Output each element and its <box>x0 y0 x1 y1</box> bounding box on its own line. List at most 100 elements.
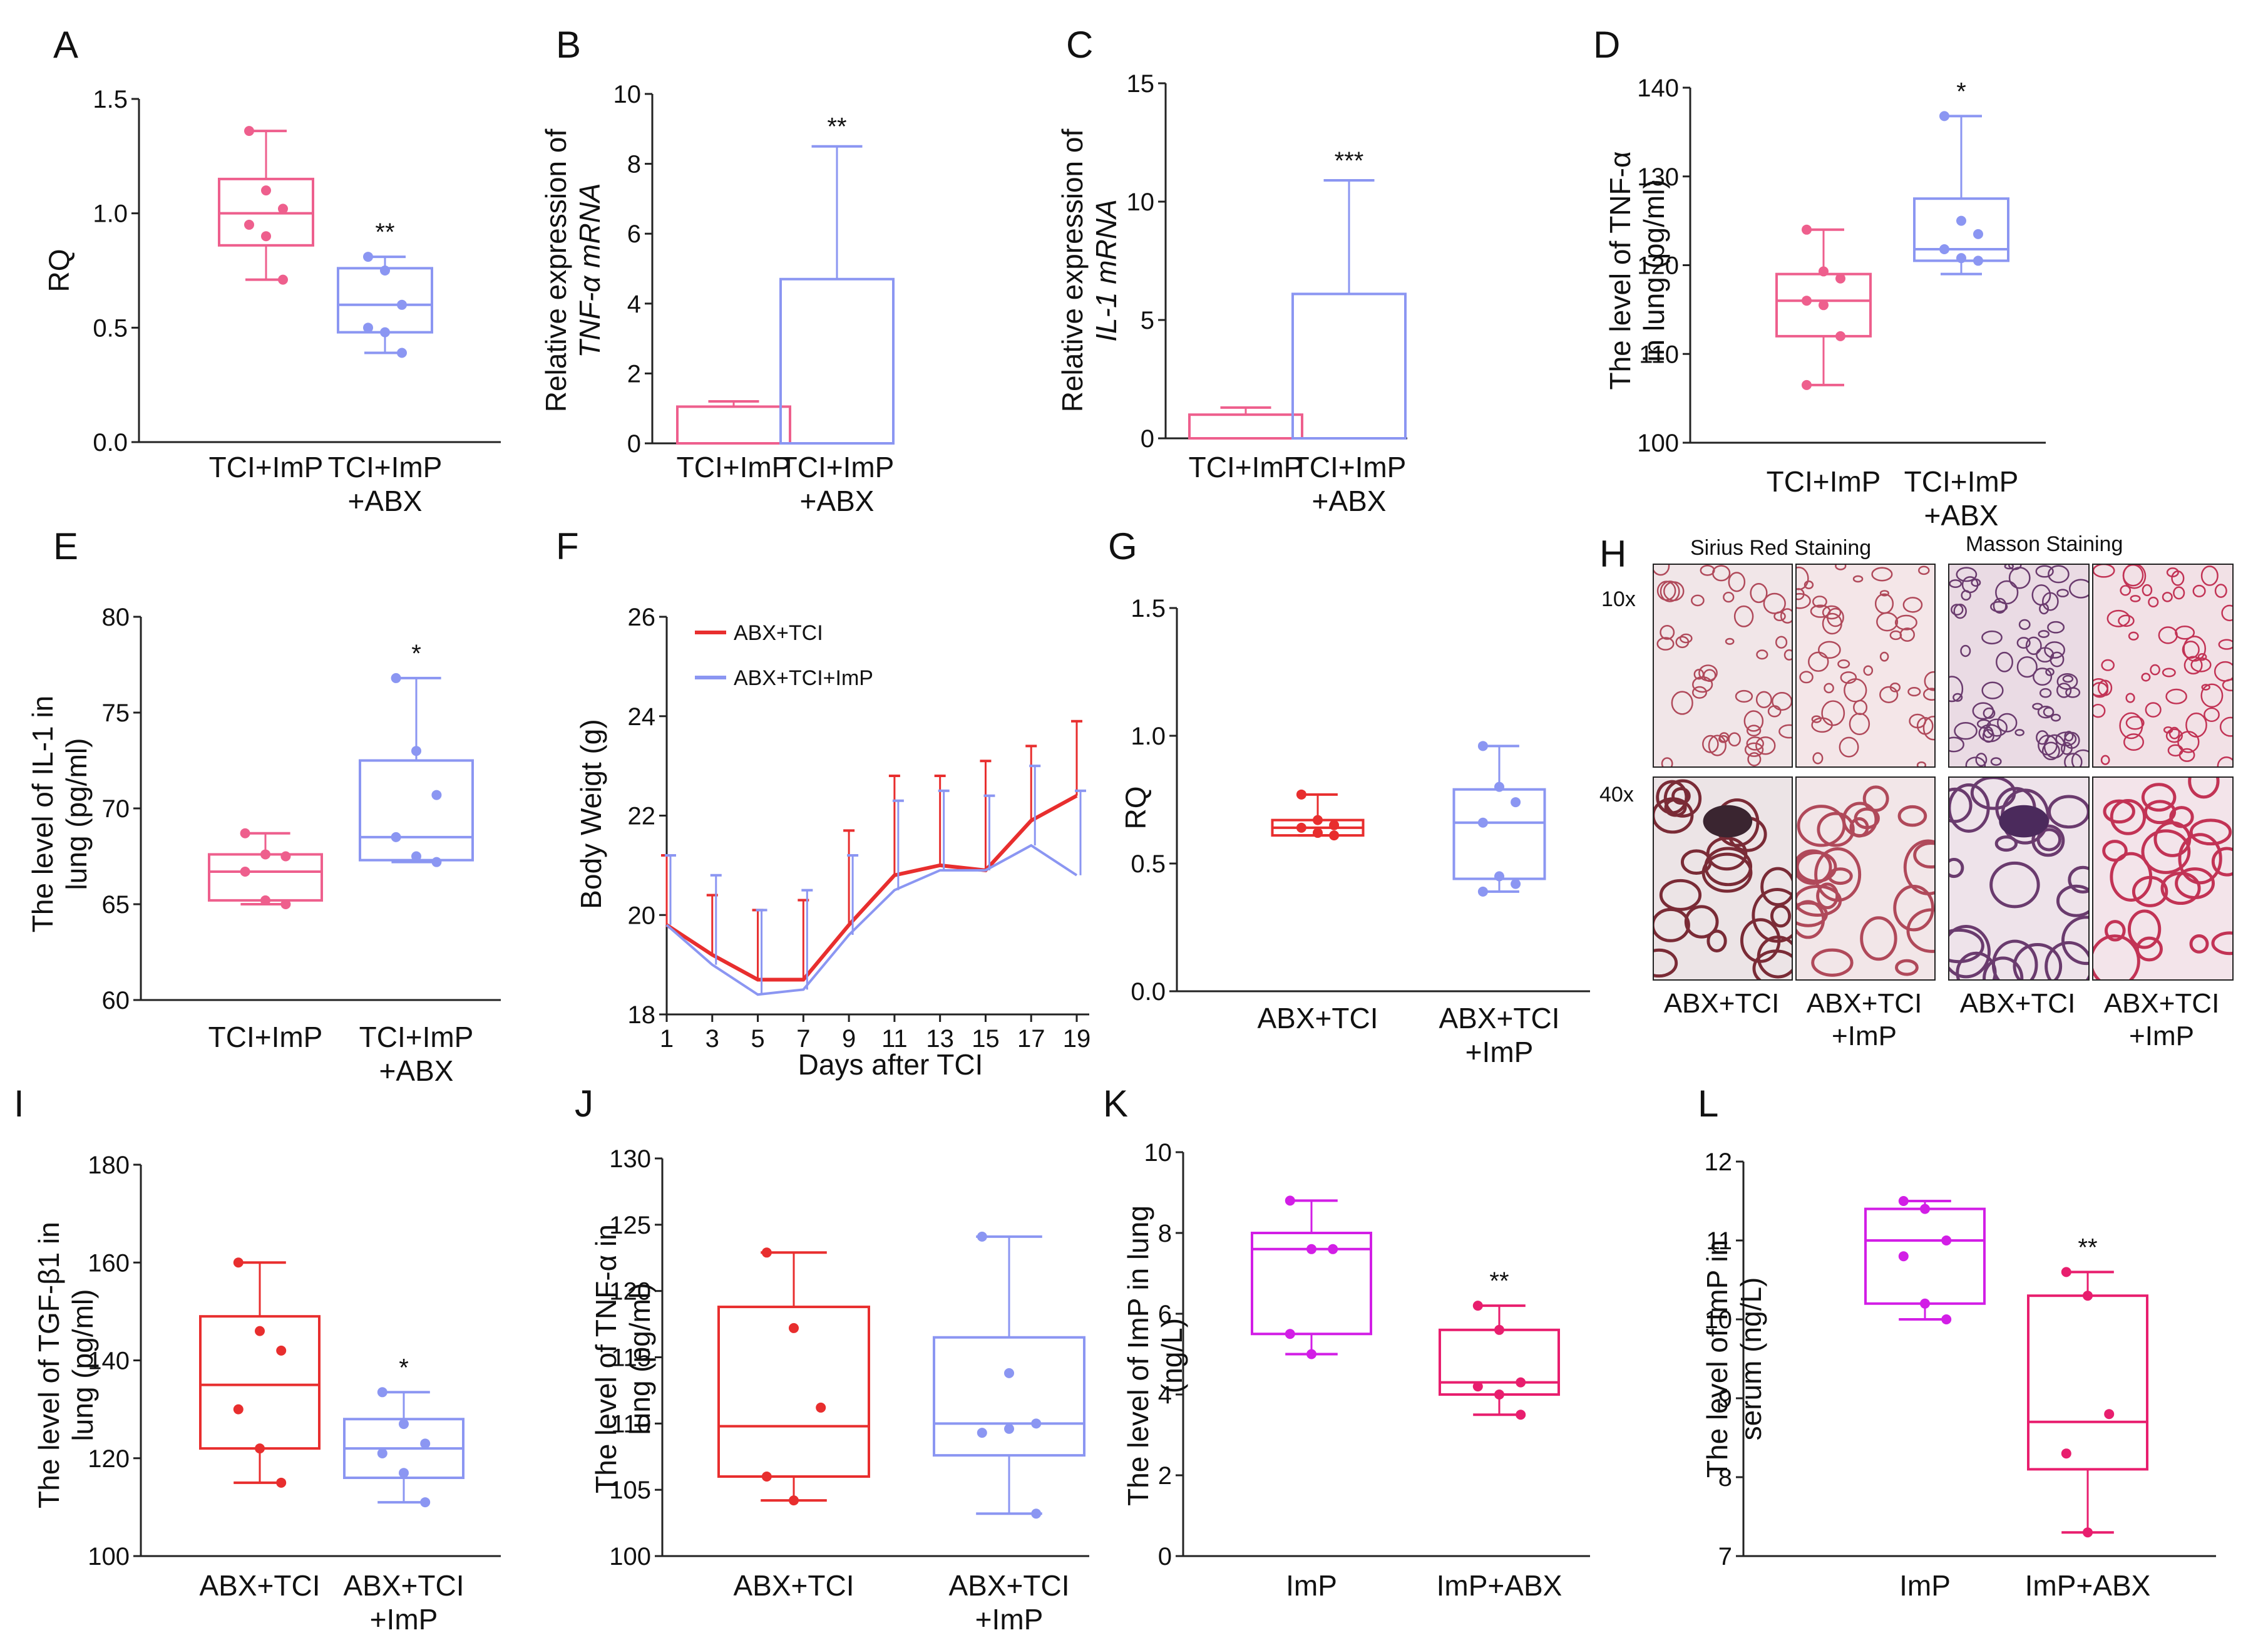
data-point <box>1494 871 1504 882</box>
y-axis-label-line: Body Weigt (g) <box>575 719 607 909</box>
tissue-alveolus-shape <box>2120 585 2132 596</box>
tissue-alveolus-shape <box>1902 597 1923 613</box>
tissue-alveolus-shape <box>2217 756 2232 766</box>
tissue-alveolus-shape <box>1949 736 1964 753</box>
data-point <box>1956 215 1966 226</box>
x-category-label: +ABX <box>800 485 875 517</box>
x-tick-label: 19 <box>1063 1025 1091 1053</box>
data-point <box>1031 1418 1042 1429</box>
tissue-alveolus-shape <box>2125 716 2145 730</box>
magnification-10x-label: 10x <box>1601 587 1636 611</box>
tissue-alveolus-shape <box>1656 780 1688 815</box>
data-point <box>1819 266 1829 277</box>
data-point <box>380 327 390 338</box>
data-point <box>1511 797 1521 808</box>
x-category-label: TCI+ImP <box>1292 451 1407 483</box>
tissue-alveolus-shape <box>2004 565 2014 570</box>
data-point <box>233 1404 244 1415</box>
tissue-alveolus-shape <box>1814 847 1862 902</box>
y-tick-label: 100 <box>88 1543 130 1570</box>
y-axis-label: RQ <box>43 249 75 292</box>
tissue-alveolus-shape <box>1863 665 1874 676</box>
x-category-label: TCI+ImP <box>1767 465 1881 498</box>
tissue-alveolus-shape <box>2185 712 2207 738</box>
tissue-alveolus-shape <box>1723 591 1735 603</box>
x-category-label: TCI+ImP <box>1189 451 1303 483</box>
tissue-alveolus-shape <box>2182 641 2200 659</box>
tissue-alveolus-shape <box>1654 907 1690 942</box>
box-iqr <box>359 759 474 862</box>
bar <box>779 277 895 445</box>
tissue-alveolus-shape <box>1660 625 1675 640</box>
x-category-label: TCI+ImP <box>328 451 443 483</box>
data-point <box>1802 224 1812 235</box>
data-point <box>1494 781 1504 792</box>
tissue-alveolus-shape <box>1996 651 2013 673</box>
tissue-alveolus-shape <box>2008 567 2031 589</box>
tissue-alveolus-shape <box>2142 584 2153 597</box>
x-category-label: TCI+ImP <box>780 451 895 483</box>
tissue-alveolus-shape <box>1970 778 2016 810</box>
tissue-alveolus-shape <box>1879 686 1899 703</box>
data-point <box>397 348 407 358</box>
data-point <box>1939 111 1949 121</box>
data-point <box>1004 1423 1014 1434</box>
tissue-alveolus-shape <box>1680 849 1712 875</box>
y-axis-label: The level of ImP in lung(ng/L) <box>1122 1205 1188 1506</box>
y-tick-label: 6 <box>1158 1301 1172 1328</box>
tissue-alveolus-shape <box>2035 565 2054 578</box>
tissue-alveolus-shape <box>1811 948 1854 977</box>
tissue-alveolus-shape <box>1853 699 1868 716</box>
tissue-alveolus-shape <box>1952 693 1963 702</box>
tissue-alveolus-shape <box>2048 795 2088 829</box>
data-point <box>411 851 421 862</box>
micrograph-masson-abx-tci-10x <box>1948 564 2090 768</box>
tissue-alveolus-shape <box>1797 566 1809 590</box>
tissue-alveolus-shape <box>2101 659 2115 671</box>
y-tick-label: 105 <box>609 1477 651 1504</box>
tissue-alveolus-shape <box>2173 586 2185 600</box>
tissue-alveolus-shape <box>1684 905 1719 939</box>
x-axis-label: Days after TCI <box>798 1048 983 1081</box>
tissue-alveolus-shape <box>1797 849 1832 885</box>
data-point <box>399 1468 409 1478</box>
box-series-1 <box>1271 789 1365 841</box>
tissue-alveolus-shape <box>2218 639 2232 650</box>
data-point <box>1004 1368 1014 1378</box>
tissue-alveolus-shape <box>2211 931 2232 956</box>
data-point <box>789 1323 799 1333</box>
y-axis-label: Body Weigt (g) <box>575 719 607 909</box>
data-point <box>1898 1196 1909 1206</box>
tissue-alveolus-shape <box>1692 676 1713 693</box>
tissue-alveolus-shape <box>1706 929 1727 952</box>
data-point <box>233 1257 244 1268</box>
tissue-alveolus-shape <box>1854 807 1880 830</box>
x-category-label: ImP <box>1286 1569 1337 1602</box>
tissue-alveolus-shape <box>1894 614 1917 631</box>
panel-i: I 100 120 140 160 180 The level of TGF-β1 inlu… <box>14 1083 501 1636</box>
y-tick-label: 12 <box>1705 1148 1733 1176</box>
magnification-40x-label: 40x <box>1599 783 1634 807</box>
tissue-alveolus-shape <box>2214 584 2227 598</box>
tissue-alveolus-shape <box>2050 713 2061 722</box>
tissue-alveolus-shape <box>1822 605 1842 620</box>
box-series-1 <box>208 828 323 909</box>
tissue-alveolus-shape <box>2221 604 2232 622</box>
data-point <box>255 1326 265 1336</box>
data-point <box>1285 1195 1295 1206</box>
tissue-alveolus-shape <box>2056 884 2088 917</box>
data-point <box>1835 331 1845 341</box>
data-point <box>1306 1349 1316 1359</box>
tissue-alveolus-shape <box>2145 702 2162 718</box>
y-tick-label: 0 <box>1141 425 1154 453</box>
y-tick-label: 0 <box>627 430 641 458</box>
tissue-alveolus-shape <box>1990 601 2008 612</box>
data-point <box>1031 1508 1042 1519</box>
tissue-alveolus-shape <box>1916 761 1927 766</box>
x-category-label: +ABX <box>1924 499 1999 532</box>
tissue-alveolus-shape <box>1949 857 1964 879</box>
tissue-alveolus-shape <box>1837 659 1850 669</box>
y-tick-label: 0.5 <box>93 314 128 342</box>
tissue-alveolus-shape <box>2031 584 2051 606</box>
y-tick-label: 115 <box>611 1344 651 1372</box>
